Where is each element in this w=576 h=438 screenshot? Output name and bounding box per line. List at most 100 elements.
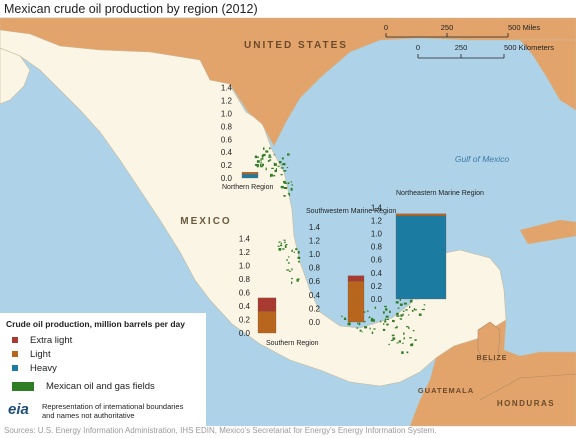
oil-field-marker <box>278 241 281 243</box>
southwestern-marine-region-tick-4: 0.8 <box>309 264 321 273</box>
oil-field-marker <box>409 337 412 339</box>
oil-field-marker <box>268 156 271 158</box>
oil-field-marker <box>402 313 404 316</box>
legend: Crude oil production, million barrels pe… <box>0 313 206 426</box>
oil-field-marker <box>268 154 271 157</box>
oil-field-marker <box>361 331 363 333</box>
legend-label-heavy: Heavy <box>30 363 57 374</box>
oil-field-marker <box>297 251 300 254</box>
oil-field-marker <box>403 302 407 305</box>
oil-field-marker <box>391 339 394 341</box>
northeastern-marine-region-tick-6: 1.2 <box>371 216 383 225</box>
northeastern-marine-region-tick-5: 1.0 <box>371 230 383 239</box>
legend-label-light: Light <box>30 349 51 360</box>
oil-field-marker <box>406 326 409 328</box>
oil-field-marker <box>296 279 299 282</box>
oil-field-marker <box>406 351 409 354</box>
southwestern-marine-region-tick-3: 0.6 <box>309 277 321 286</box>
scale-bar: 0 250 500 Miles 0 250 500 Kilometers <box>384 23 554 59</box>
oil-field-marker <box>262 157 264 160</box>
oil-field-marker <box>260 164 262 167</box>
oil-field-marker <box>409 305 411 308</box>
oil-field-marker <box>408 314 410 316</box>
oil-field-marker <box>403 332 405 335</box>
oil-field-marker <box>298 260 300 263</box>
northern-region-tick-3: 0.6 <box>221 135 233 144</box>
oil-field-marker <box>410 343 413 347</box>
oil-field-marker <box>283 195 286 197</box>
source-footer: Sources: U.S. Energy Information Adminis… <box>4 426 437 435</box>
oil-field-marker <box>395 301 399 304</box>
oil-field-marker <box>265 150 269 153</box>
oil-field-marker <box>269 159 272 161</box>
oil-field-marker <box>400 314 403 317</box>
oil-field-marker <box>374 306 377 309</box>
oil-field-marker <box>283 170 287 172</box>
oil-field-marker <box>414 309 417 311</box>
oil-field-marker <box>399 318 403 320</box>
northern-region-label: Northern Region <box>222 184 273 191</box>
northern-region-tick-2: 0.4 <box>221 148 233 157</box>
oil-field-marker <box>270 175 272 178</box>
northern-region-bar-heavy <box>241 173 259 179</box>
oil-field-marker <box>291 277 293 280</box>
oil-field-marker <box>405 309 408 311</box>
oil-field-marker <box>283 180 286 184</box>
oil-field-marker <box>403 337 405 340</box>
oil-field-marker <box>369 316 371 318</box>
oil-field-marker <box>396 315 400 317</box>
oil-field-marker <box>283 163 286 166</box>
oil-field-marker <box>418 313 422 316</box>
northeastern-marine-region-tick-2: 0.4 <box>371 269 383 278</box>
oil-field-marker <box>280 167 284 169</box>
oil-field-marker <box>263 147 265 150</box>
southern-region-tick-5: 1.0 <box>239 262 251 271</box>
oil-field-marker <box>392 319 395 323</box>
oil-field-marker <box>391 334 395 337</box>
oil-field-marker <box>288 270 291 272</box>
oil-field-marker <box>396 342 399 344</box>
oil-field-marker <box>295 248 298 251</box>
oil-field-marker <box>280 244 283 247</box>
oil-field-marker <box>273 175 276 177</box>
oil-field-marker <box>347 323 351 325</box>
southern-region-tick-2: 0.4 <box>239 302 251 311</box>
southwestern-marine-region-tick-2: 0.4 <box>309 291 321 300</box>
oil-field-marker <box>254 155 258 159</box>
legend-swatch-heavy <box>12 365 18 372</box>
oil-field-marker <box>284 187 288 189</box>
northern-region-bar-light <box>241 172 259 175</box>
oil-field-marker <box>383 323 385 325</box>
oil-field-marker <box>280 173 283 176</box>
oil-field-marker <box>277 245 280 247</box>
us-land <box>0 17 576 147</box>
legend-item-fields: Mexican oil and gas fields <box>12 381 155 392</box>
oil-field-marker <box>414 339 417 341</box>
oil-field-marker <box>411 309 414 312</box>
northern-region-tick-4: 0.8 <box>221 122 233 131</box>
oil-field-marker <box>277 165 280 167</box>
oil-field-marker <box>401 351 404 354</box>
oil-field-marker <box>279 161 282 164</box>
southwestern-marine-region-tick-6: 1.2 <box>309 236 321 245</box>
oil-field-marker <box>281 163 284 166</box>
oil-field-marker <box>291 184 293 186</box>
oil-field-marker <box>364 326 368 329</box>
oil-field-marker <box>286 269 290 271</box>
oil-field-marker <box>282 186 284 189</box>
northern-region-tick-7: 1.4 <box>221 84 233 93</box>
northern-region-tick-1: 0.2 <box>221 161 233 170</box>
oil-field-marker <box>388 343 390 346</box>
oil-field-marker <box>291 249 293 252</box>
legend-item-extra-light: Extra light <box>12 335 72 346</box>
southern-region-label: Southern Region <box>266 340 319 347</box>
oil-field-marker <box>370 318 374 322</box>
oil-field-marker <box>286 259 288 261</box>
southwestern-marine-region-tick-7: 1.4 <box>309 223 321 232</box>
oil-field-marker <box>356 327 358 329</box>
oil-field-marker <box>269 156 272 158</box>
oil-field-marker <box>291 281 293 284</box>
oil-field-marker <box>273 154 276 156</box>
